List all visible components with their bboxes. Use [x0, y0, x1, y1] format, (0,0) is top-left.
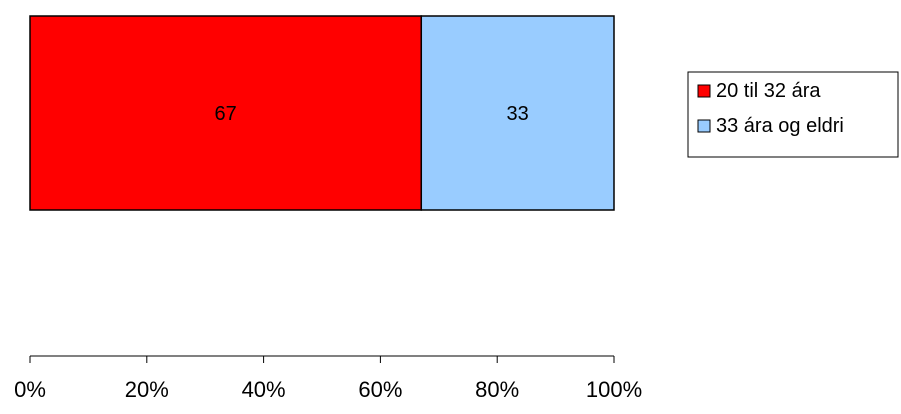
data-label-2: 33	[507, 103, 529, 125]
legend-label-2: 33 ára og eldri	[716, 115, 844, 137]
bar-segment-1	[29, 15, 423, 211]
bar-segment-2	[420, 15, 615, 211]
bars-layer	[29, 15, 615, 211]
x-axis: 0% 20% 40% 60% 80% 100%	[14, 355, 642, 402]
x-tick-label-1: 20%	[125, 377, 169, 402]
legend: 20 til 32 ára 33 ára og eldri	[687, 71, 899, 158]
x-tick-label-3: 60%	[358, 377, 402, 402]
x-tick-label-4: 80%	[475, 377, 519, 402]
legend-swatch-2	[697, 119, 711, 133]
x-tick-label-2: 40%	[242, 377, 286, 402]
data-label-1: 67	[215, 103, 237, 125]
data-labels-layer: 67 33	[215, 103, 529, 125]
legend-frame	[687, 71, 899, 158]
x-tick-label-5: 100%	[586, 377, 642, 402]
legend-label-1: 20 til 32 ára	[716, 80, 821, 102]
legend-swatch-1	[697, 84, 711, 98]
x-tick-label-0: 0%	[14, 377, 46, 402]
